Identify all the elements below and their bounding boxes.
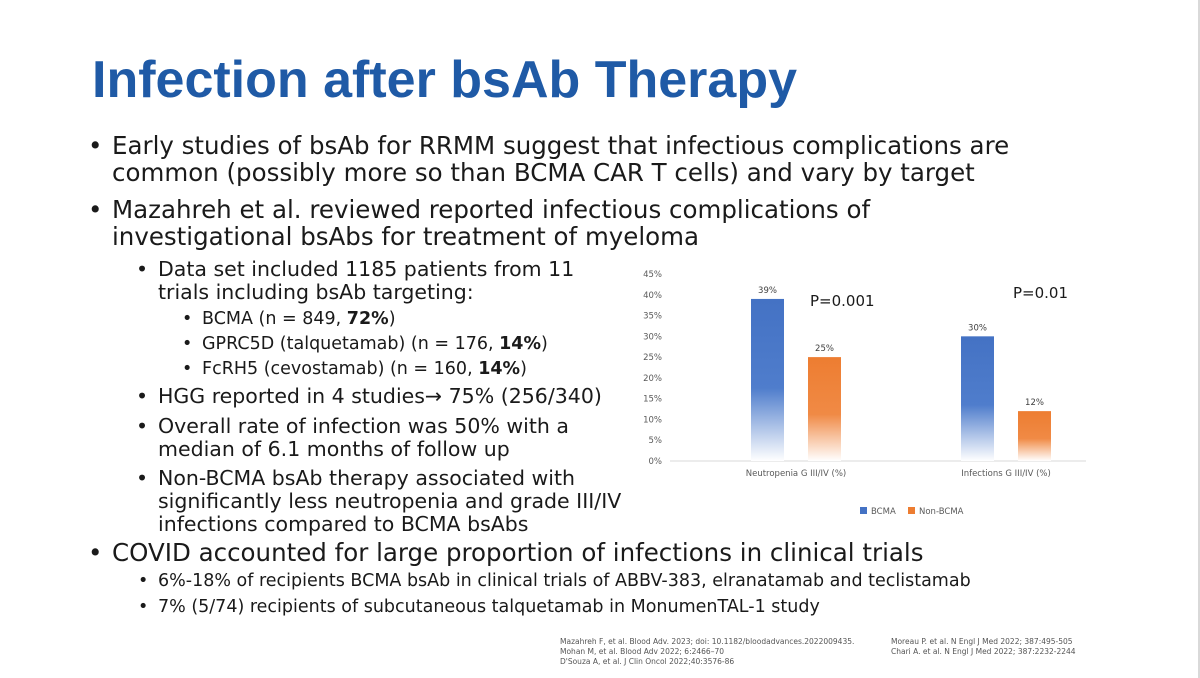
bar-chart: 0% 5% 10% 15% 20% 25% 30% 35% 40% 45% 39% 25% Neutr… <box>643 270 1086 517</box>
bullet-dot: • <box>136 257 149 281</box>
bar-non-bcma <box>1018 411 1051 461</box>
references-left: Mazahreh F, et al. Blood Adv. 2023; doi:… <box>560 637 854 667</box>
y-tick-label: 10% <box>643 415 662 425</box>
bullet-dot: • <box>182 359 193 379</box>
legend-label: BCMA <box>871 507 896 517</box>
y-tick-label: 0% <box>649 457 663 467</box>
y-tick-label: 15% <box>643 395 662 405</box>
reference-line: Mohan M, et al. Blood Adv 2022; 6:2466–7… <box>560 647 724 656</box>
y-tick-label: 35% <box>643 312 662 322</box>
target-percent: 72% <box>346 309 389 329</box>
target-percent: 14% <box>478 359 521 379</box>
bullet-text-line: significantly less neutropenia and grade… <box>158 489 622 513</box>
bullet-dot: • <box>182 309 193 329</box>
bullet-text-line: 7% (5/74) recipients of subcutaneous tal… <box>158 597 820 617</box>
slide-title: Infection after bsAb Therapy <box>92 51 797 109</box>
bullet-text-line: common (possibly more so than BCMA CAR T… <box>112 158 975 187</box>
bar-data-label: 25% <box>815 344 834 354</box>
target-text: ) <box>388 309 396 329</box>
target-fcrh5: • FcRH5 (cevostamab) (n = 160, 14%) <box>182 358 527 380</box>
slide-edge <box>1198 0 1200 678</box>
bullet-dot: • <box>138 571 149 591</box>
sub-bullet-dataset: • Data set included 1185 patients from 1… <box>136 257 575 304</box>
bullet-dot: • <box>136 414 149 438</box>
bullet-early-studies: • Early studies of bsAb for RRMM suggest… <box>88 131 1010 187</box>
bar-non-bcma <box>808 357 841 461</box>
target-text: BCMA (n = 849, <box>202 309 347 329</box>
bullet-text-line: COVID accounted for large proportion of … <box>112 538 924 567</box>
sub-bullet-non-bcma: • Non-BCMA bsAb therapy associated with … <box>136 466 622 536</box>
y-tick-label: 25% <box>643 353 662 363</box>
covid-sub-bcma: • 6%-18% of recipients BCMA bsAb in clin… <box>138 570 971 592</box>
bar-data-label: 30% <box>968 323 987 333</box>
reference-line: Moreau P. et al. N Engl J Med 2022; 387:… <box>891 637 1073 646</box>
bullet-text-line: infections compared to BCMA bsAbs <box>158 512 529 536</box>
p-value-infections: P=0.01 <box>1013 284 1068 302</box>
bullet-text-line: Mazahreh et al. reviewed reported infect… <box>112 195 871 224</box>
bullet-mazahreh: • Mazahreh et al. reviewed reported infe… <box>88 195 871 251</box>
y-tick-label: 20% <box>643 374 662 384</box>
legend-label: Non-BCMA <box>919 507 964 517</box>
x-category-label: Infections G III/IV (%) <box>961 469 1051 479</box>
bullet-dot: • <box>88 538 103 567</box>
y-tick-label: 30% <box>643 332 662 342</box>
target-text: GPRC5D (talquetamab) (n = 176, <box>202 334 500 354</box>
reference-line: Chari A. et al. N Engl J Med 2022; 387:2… <box>891 647 1076 656</box>
y-tick-label: 45% <box>643 270 662 280</box>
bar-bcma <box>751 298 784 461</box>
target-text: ) <box>520 359 527 379</box>
bullet-dot: • <box>182 334 193 354</box>
bullet-text-line: investigational bsAbs for treatment of m… <box>112 222 700 251</box>
target-gprc5d: • GPRC5D (talquetamab) (n = 176, 14%) <box>182 333 548 355</box>
sub-bullet-overall-rate: • Overall rate of infection was 50% with… <box>136 414 569 461</box>
bullet-covid: • COVID accounted for large proportion o… <box>88 538 924 567</box>
reference-line: D'Souza A, et al. J Clin Oncol 2022;40:3… <box>560 657 735 666</box>
target-bcma: • BCMA (n = 849, 72%) <box>182 308 396 330</box>
covid-sub-talquetamab: • 7% (5/74) recipients of subcutaneous t… <box>138 596 820 618</box>
bullet-dot: • <box>88 195 103 224</box>
legend-swatch-non-bcma <box>908 507 915 514</box>
reference-line: Mazahreh F, et al. Blood Adv. 2023; doi:… <box>560 637 855 646</box>
bullet-dot: • <box>138 597 149 617</box>
x-category-label: Neutropenia G III/IV (%) <box>746 469 847 479</box>
references-right: Moreau P. et al. N Engl J Med 2022; 387:… <box>891 637 1076 657</box>
target-percent: 14% <box>499 334 542 354</box>
bullet-text-line: median of 6.1 months of follow up <box>158 437 510 461</box>
bullet-dot: • <box>88 131 103 160</box>
target-text: ) <box>541 334 548 354</box>
y-tick-label: 5% <box>649 436 663 446</box>
bullet-text-line: Non-BCMA bsAb therapy associated with <box>158 466 575 490</box>
bar-bcma <box>961 336 994 461</box>
y-tick-label: 40% <box>643 291 662 301</box>
p-value-neutropenia: P=0.001 <box>810 292 875 310</box>
bullet-text-line: Data set included 1185 patients from 11 <box>158 257 575 281</box>
bar-data-label: 12% <box>1025 398 1044 408</box>
legend-swatch-bcma <box>860 507 867 514</box>
sub-bullet-hgg: • HGG reported in 4 studies→ 75% (256/34… <box>136 384 602 408</box>
bullet-dot: • <box>136 466 149 490</box>
bullet-text-line: Overall rate of infection was 50% with a <box>158 414 569 438</box>
bullet-text-line: 6%-18% of recipients BCMA bsAb in clinic… <box>158 571 971 591</box>
bullet-text-line: HGG reported in 4 studies→ 75% (256/340) <box>158 384 602 408</box>
bullet-text-line: trials including bsAb targeting: <box>158 280 474 304</box>
bullet-text-line: Early studies of bsAb for RRMM suggest t… <box>112 131 1010 160</box>
bullet-dot: • <box>136 384 149 408</box>
bar-data-label: 39% <box>758 286 777 296</box>
target-text: FcRH5 (cevostamab) (n = 160, <box>202 359 479 379</box>
